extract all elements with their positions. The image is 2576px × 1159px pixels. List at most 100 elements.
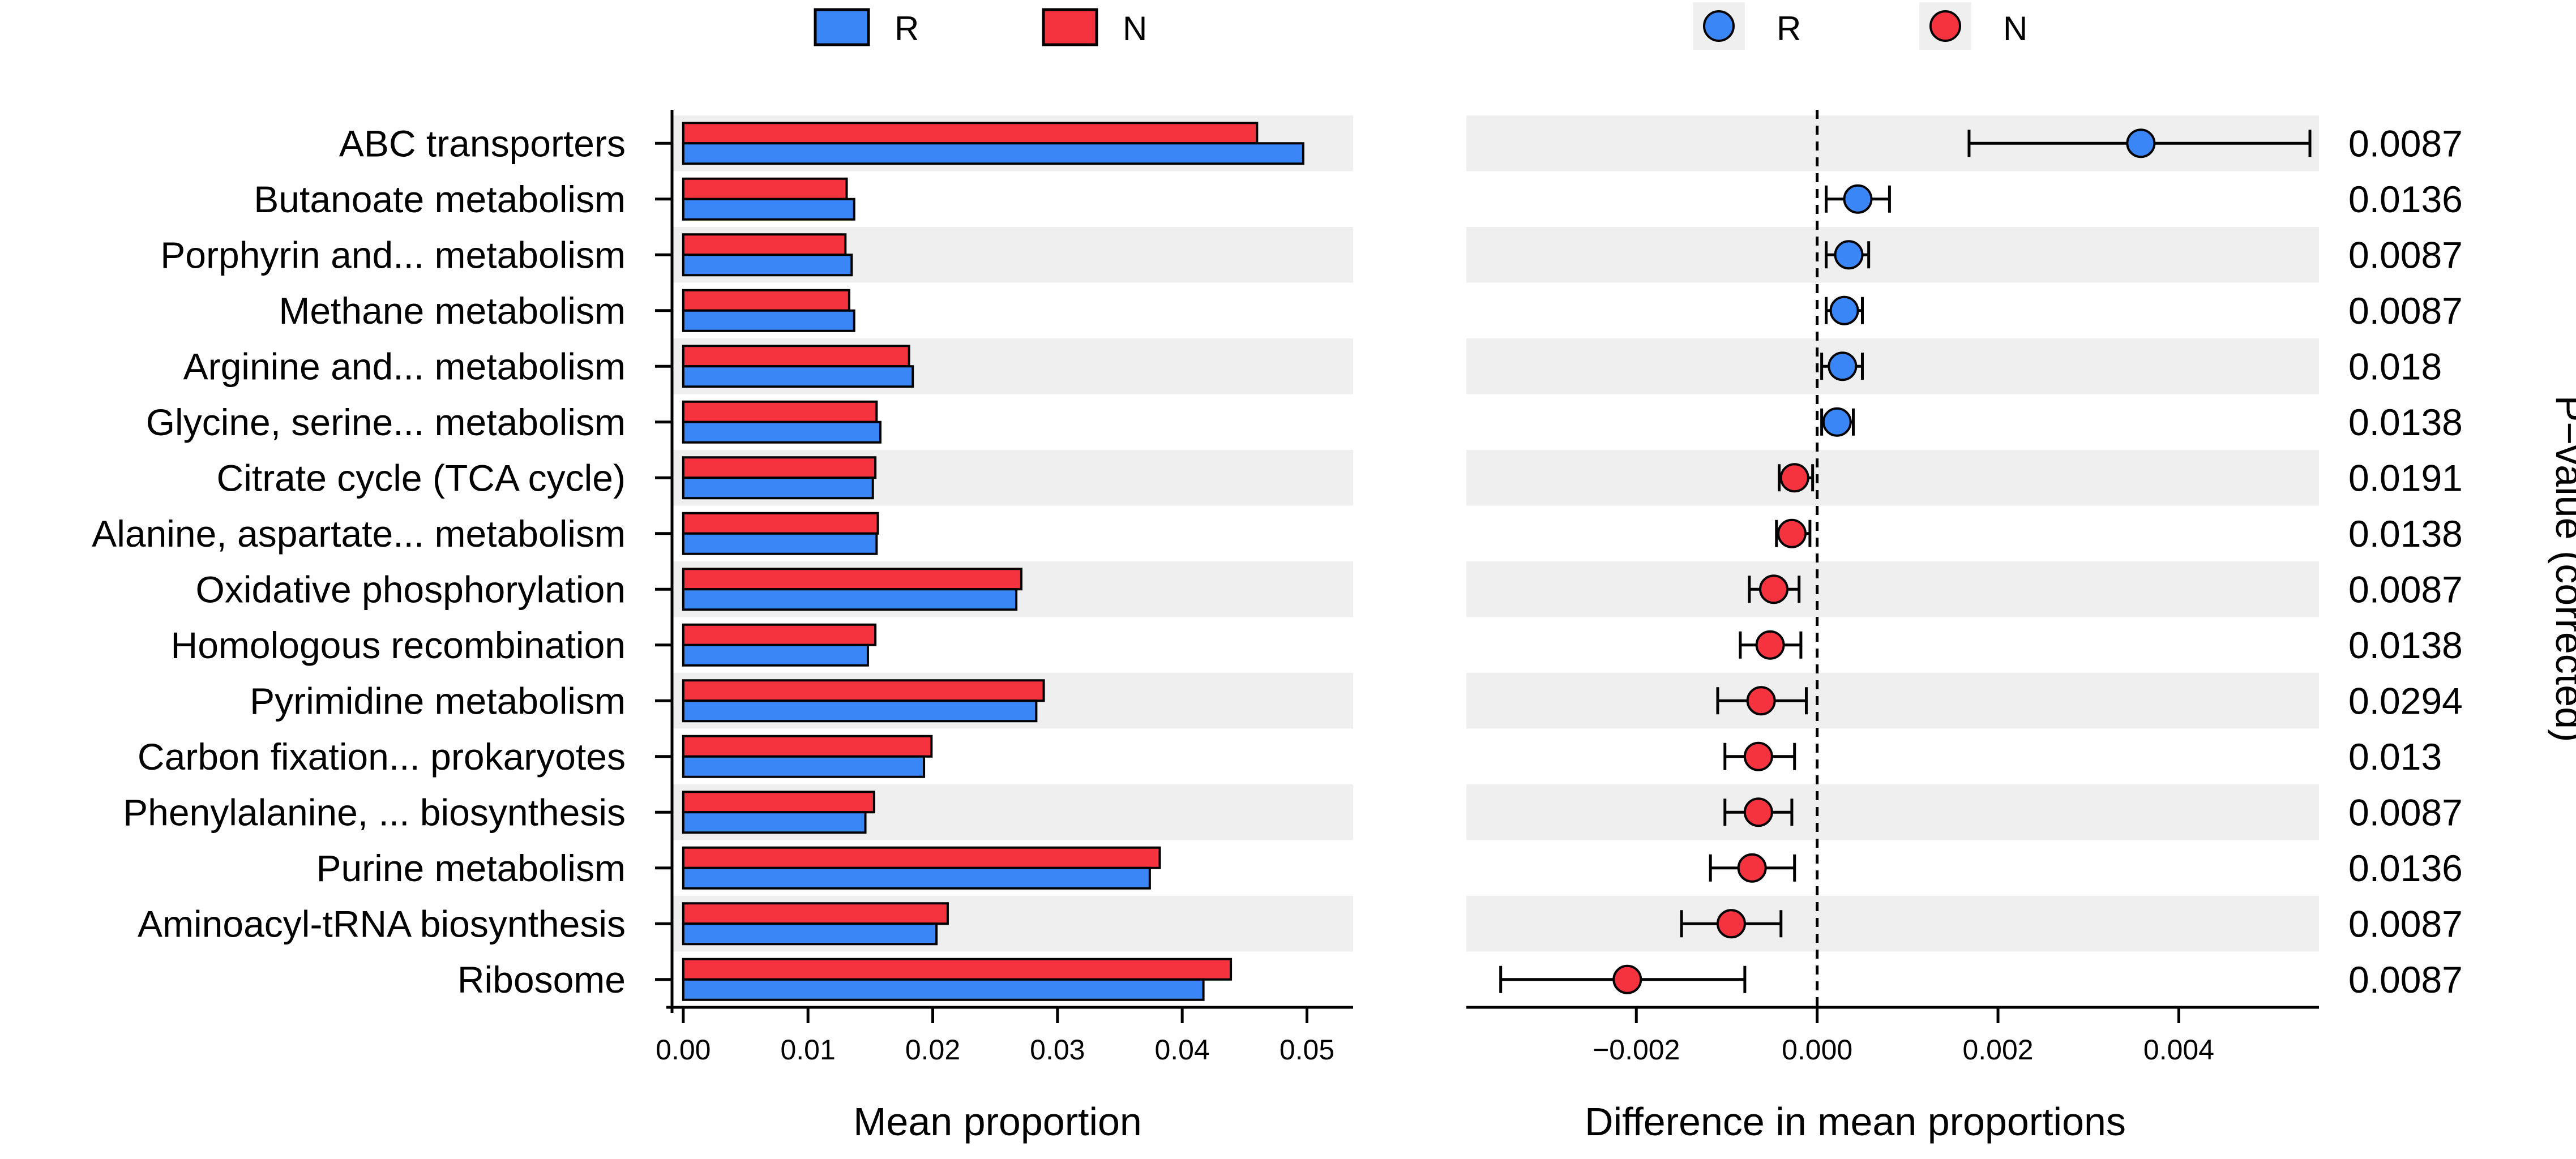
p-value: 0.0136 bbox=[2348, 847, 2463, 889]
legend-label: R bbox=[895, 10, 919, 48]
p-value: 0.0087 bbox=[2348, 122, 2463, 164]
difference-point-n bbox=[1778, 463, 1815, 493]
mean-diff-point bbox=[2126, 128, 2156, 158]
difference-point-r bbox=[1825, 295, 1864, 325]
axes: 0.00 0.01 0.02 0.03 0.04 0.05 −0.002 0.000 0.002… bbox=[655, 110, 2319, 1066]
legend-label: N bbox=[1123, 10, 1147, 48]
bar-r bbox=[682, 922, 938, 946]
bar-r bbox=[682, 477, 874, 500]
mean-diff-point bbox=[1843, 184, 1873, 214]
legend-label: R bbox=[1777, 10, 1801, 48]
difference-point-r bbox=[1825, 184, 1891, 214]
x-tick-label: 0.00 bbox=[656, 1034, 711, 1066]
category-label: Aminoacyl-tRNA biosynthesis bbox=[138, 903, 626, 945]
row-stripe-right bbox=[1466, 450, 2319, 506]
row-stripe-right bbox=[1466, 561, 2319, 617]
x-tick-label: 0.04 bbox=[1154, 1034, 1209, 1066]
category-label: Ribosome bbox=[457, 959, 626, 1001]
mean-proportion-bars bbox=[682, 122, 1304, 1001]
bar-n bbox=[682, 623, 877, 646]
bar-r bbox=[682, 699, 1038, 723]
row-stripe-right bbox=[1466, 896, 2319, 952]
x-tick-label: 0.03 bbox=[1030, 1034, 1085, 1066]
bar-r bbox=[682, 978, 1205, 1001]
x-tick-label: 0.002 bbox=[1962, 1034, 2033, 1066]
bar-r bbox=[682, 142, 1304, 165]
p-value-labels: 0.0087 0.0136 0.0087 0.0087 0.018 0.0138 0.019… bbox=[2348, 122, 2463, 1001]
axis-titles: Mean proportion Difference in mean propor… bbox=[853, 396, 2576, 1144]
row-stripe-right bbox=[1466, 784, 2319, 840]
mean-diff-point bbox=[1737, 853, 1767, 883]
category-label: Homologous recombination bbox=[171, 624, 626, 666]
mean-diff-point bbox=[1777, 518, 1807, 548]
category-label: Glycine, serine... metabolism bbox=[146, 401, 626, 443]
mean-diff-point bbox=[1829, 295, 1859, 325]
category-label: Arginine and... metabolism bbox=[183, 345, 626, 387]
mean-diff-point bbox=[1743, 797, 1773, 827]
category-label: Pyrimidine metabolism bbox=[250, 680, 626, 722]
legend-marker-r bbox=[1703, 10, 1735, 42]
difference-point-r bbox=[1825, 240, 1871, 270]
bar-n bbox=[682, 735, 933, 758]
bar-r bbox=[682, 643, 869, 667]
bar-r bbox=[682, 755, 926, 778]
x-tick-label: 0.004 bbox=[2143, 1034, 2214, 1066]
difference-point-n bbox=[1499, 964, 1747, 994]
bar-n bbox=[682, 791, 875, 814]
p-value: 0.013 bbox=[2348, 736, 2442, 778]
legend-marker-n bbox=[1929, 10, 1961, 42]
bar-n bbox=[682, 233, 847, 256]
difference-point-n bbox=[1748, 574, 1801, 604]
legend-label: N bbox=[2003, 10, 2027, 48]
difference-point-n bbox=[1709, 853, 1796, 883]
p-value: 0.0138 bbox=[2348, 401, 2463, 443]
p-value-axis-title: P−value (corrected) bbox=[2548, 396, 2576, 742]
bar-n bbox=[682, 902, 949, 925]
difference-point-r bbox=[1820, 351, 1864, 381]
category-label: ABC transporters bbox=[339, 122, 626, 164]
bar-r bbox=[682, 532, 878, 555]
mean-diff-point bbox=[1758, 574, 1788, 604]
p-value: 0.0138 bbox=[2348, 513, 2463, 555]
x-tick-label: 0.01 bbox=[780, 1034, 835, 1066]
bar-r bbox=[682, 309, 855, 332]
bar-n bbox=[682, 289, 850, 312]
legend-swatch-n bbox=[1042, 8, 1098, 46]
bar-n bbox=[682, 456, 877, 479]
row-stripe-right bbox=[1466, 338, 2319, 394]
difference-point-n bbox=[1775, 518, 1812, 548]
x-axis-title-right: Difference in mean proportions bbox=[1585, 1100, 2126, 1144]
bar-r bbox=[682, 866, 1151, 890]
bar-r bbox=[682, 811, 867, 834]
mean-diff-point bbox=[1822, 407, 1852, 437]
category-label: Phenylalanine, ... biosynthesis bbox=[123, 791, 626, 833]
row-stripes bbox=[672, 115, 2319, 952]
mean-diff-point bbox=[1755, 630, 1785, 660]
p-value: 0.0087 bbox=[2348, 568, 2463, 610]
difference-point-n bbox=[1723, 797, 1794, 827]
bar-n bbox=[682, 345, 910, 368]
difference-point-n bbox=[1716, 686, 1808, 716]
p-value: 0.0087 bbox=[2348, 959, 2463, 1001]
category-label: Alanine, aspartate... metabolism bbox=[92, 513, 626, 555]
category-label: Citrate cycle (TCA cycle) bbox=[217, 457, 626, 499]
x-tick-label: −0.002 bbox=[1593, 1034, 1680, 1066]
p-value: 0.018 bbox=[2348, 345, 2442, 387]
row-stripe-right bbox=[1466, 673, 2319, 729]
bar-r bbox=[682, 588, 1018, 611]
mean-diff-point bbox=[1743, 741, 1773, 771]
difference-point-n bbox=[1739, 630, 1803, 660]
x-tick-label: 0.02 bbox=[905, 1034, 960, 1066]
mean-diff-point bbox=[1746, 686, 1776, 716]
category-labels: ABC transporters Butanoate metabolism Porp… bbox=[92, 122, 626, 1001]
difference-point-r bbox=[1967, 128, 2312, 158]
bar-r bbox=[682, 254, 853, 277]
mean-diff-point bbox=[1612, 964, 1642, 994]
p-value: 0.0087 bbox=[2348, 290, 2463, 332]
category-label: Methane metabolism bbox=[279, 290, 626, 332]
bar-n bbox=[682, 568, 1022, 591]
x-axis-title-left: Mean proportion bbox=[853, 1100, 1142, 1144]
difference-point-n bbox=[1680, 909, 1783, 939]
